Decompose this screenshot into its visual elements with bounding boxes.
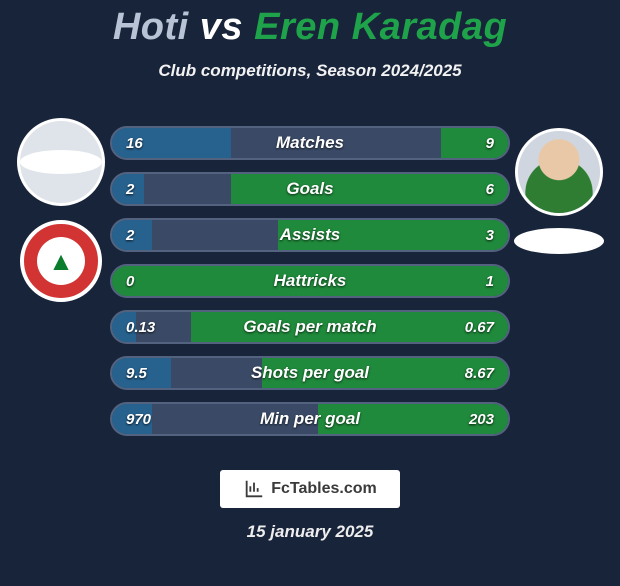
- avatar-placeholder-icon: [20, 150, 102, 174]
- stat-row: 26Goals: [110, 172, 510, 206]
- player-left-box: ▲: [6, 118, 116, 302]
- player-right-box: [504, 128, 614, 254]
- title-vs: vs: [200, 6, 243, 48]
- brand-logo: FcTables.com: [220, 470, 400, 508]
- footer-date: 15 january 2025: [0, 522, 620, 542]
- stat-label: Shots per goal: [112, 363, 508, 383]
- stat-row: 0.130.67Goals per match: [110, 310, 510, 344]
- club-badge-inner: ▲: [37, 237, 85, 285]
- title-player-left: Hoti: [113, 6, 189, 48]
- stat-row: 23Assists: [110, 218, 510, 252]
- stat-label: Goals: [112, 179, 508, 199]
- player-face-icon: [518, 131, 600, 213]
- chart-icon: [243, 478, 265, 500]
- stat-label: Min per goal: [112, 409, 508, 429]
- page-title: Hoti vs Eren Karadag: [0, 6, 620, 49]
- title-player-right: Eren Karadag: [254, 6, 507, 48]
- stat-row: 970203Min per goal: [110, 402, 510, 436]
- player-right-avatar: [515, 128, 603, 216]
- stats-container: 169Matches 26Goals 23Assists 01Hattricks 0.1…: [110, 126, 510, 448]
- stat-label: Matches: [112, 133, 508, 153]
- tree-icon: ▲: [48, 248, 74, 274]
- brand-text: FcTables.com: [271, 480, 377, 498]
- subtitle: Club competitions, Season 2024/2025: [0, 61, 620, 81]
- stat-row: 169Matches: [110, 126, 510, 160]
- stat-row: 01Hattricks: [110, 264, 510, 298]
- stat-label: Assists: [112, 225, 508, 245]
- player-left-avatar: [17, 118, 105, 206]
- player-right-flag: [514, 228, 604, 254]
- stat-row: 9.58.67Shots per goal: [110, 356, 510, 390]
- player-left-club-badge: ▲: [20, 220, 102, 302]
- stat-label: Goals per match: [112, 317, 508, 337]
- stat-label: Hattricks: [112, 271, 508, 291]
